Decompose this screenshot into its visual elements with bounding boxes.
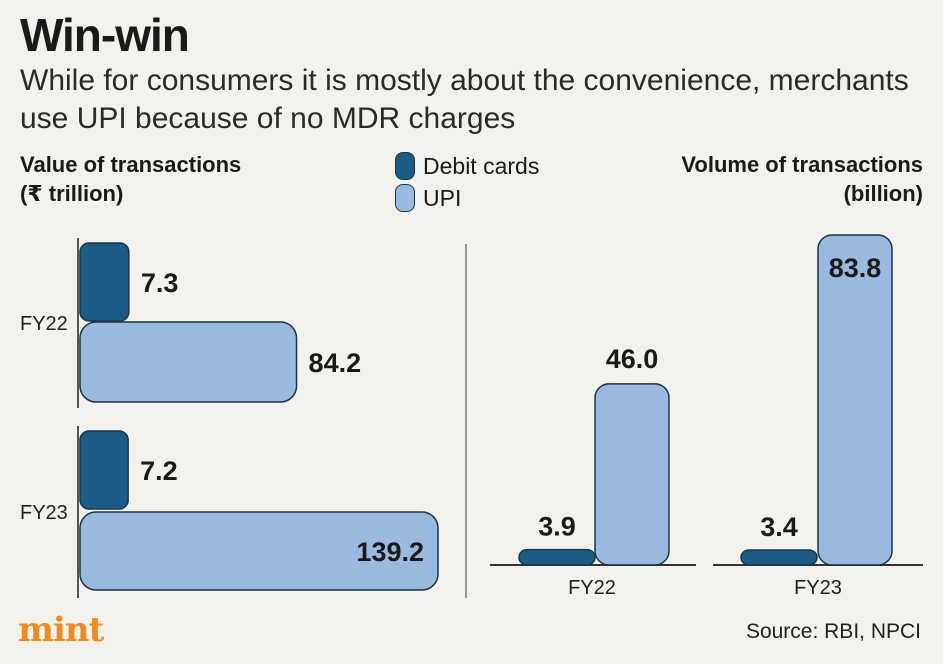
- value-label-upi-fy22: 84.2: [309, 348, 362, 378]
- volume-bar-upi-fy23: [817, 234, 893, 566]
- volume-bar-debit-fy22: [518, 548, 596, 566]
- mint-logo: mint: [18, 610, 104, 650]
- legend-label-upi: UPI: [423, 184, 462, 211]
- volume-chart-heading: Volume of transactions (billion): [681, 150, 923, 208]
- chart-subtitle: While for consumers it is mostly about t…: [20, 64, 909, 135]
- value-chart-heading: Value of transactions (₹ trillion): [20, 150, 241, 208]
- legend: Debit cards UPI: [395, 150, 539, 214]
- volume-label-debit-fy22: 3.9: [538, 512, 576, 542]
- value-chart-title: Value of transactions: [20, 152, 242, 177]
- volume-category-label-fy23: FY23: [794, 577, 842, 599]
- source-note: Source: RBI, NPCI: [745, 620, 921, 643]
- legend-item-debit: Debit cards: [395, 150, 539, 182]
- value-label-debit-fy23: 7.2: [140, 456, 178, 486]
- volume-chart-title: Volume of transactions: [681, 152, 923, 177]
- volume-bar-debit-fy23: [740, 549, 818, 566]
- chart-title: Win-win: [20, 9, 190, 61]
- value-bar-upi-fy22: [79, 321, 298, 403]
- volume-label-upi-fy23: 83.8: [829, 253, 882, 283]
- value-category-label-fy22: FY22: [20, 313, 68, 335]
- volume-label-upi-fy22: 46.0: [606, 344, 659, 374]
- volume-category-label-fy22: FY22: [568, 577, 616, 599]
- value-label-debit-fy22: 7.3: [141, 268, 179, 298]
- value-bar-debit-fy23: [79, 430, 129, 510]
- legend-swatch-debit: [395, 152, 415, 180]
- volume-bar-upi-fy22: [594, 383, 670, 566]
- value-bar-debit-fy22: [79, 242, 130, 322]
- volume-chart-unit: (billion): [843, 181, 923, 206]
- legend-item-upi: UPI: [395, 182, 539, 214]
- value-category-label-fy23: FY23: [20, 502, 68, 524]
- volume-label-debit-fy23: 3.4: [760, 512, 798, 542]
- legend-swatch-upi: [395, 184, 415, 212]
- value-bar-upi-fy23: [79, 511, 439, 591]
- legend-label-debit: Debit cards: [423, 152, 540, 179]
- value-chart-unit: (₹ trillion): [20, 181, 124, 206]
- value-label-upi-fy23: 139.2: [356, 537, 424, 567]
